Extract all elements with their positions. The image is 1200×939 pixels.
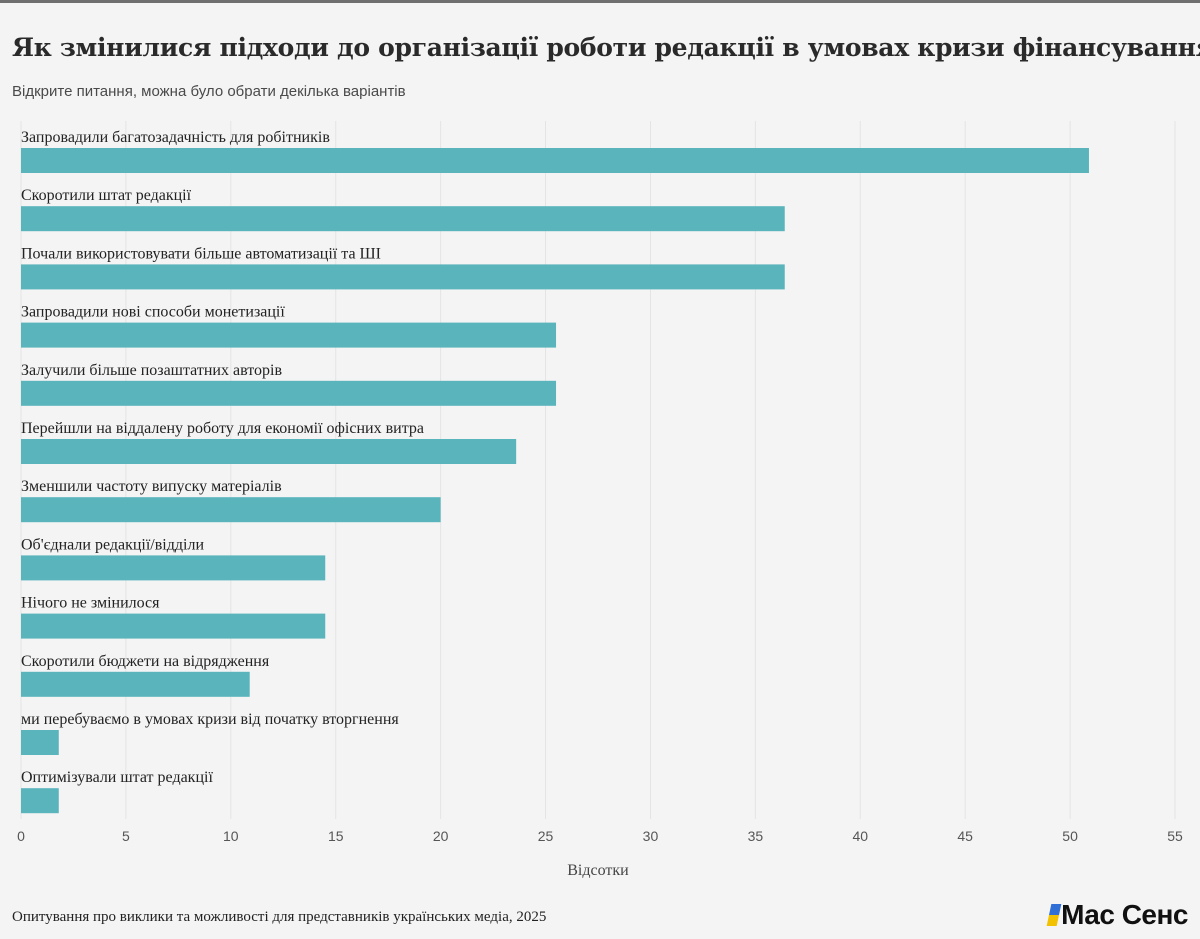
- bar: [21, 497, 441, 523]
- bar: [21, 264, 785, 290]
- bar: [21, 206, 785, 232]
- logo-text: Мас Сенс: [1061, 899, 1188, 930]
- category-label: Нічого не змінилося: [21, 595, 160, 612]
- category-label: Скоротили штат редакції: [21, 187, 192, 204]
- x-tick-label: 50: [1062, 828, 1078, 844]
- bar: [21, 555, 326, 581]
- category-label: Запровадили багатозадачність для робітни…: [21, 129, 330, 146]
- bar: [21, 439, 517, 464]
- x-tick-label: 20: [433, 828, 449, 844]
- x-tick-label: 10: [223, 828, 239, 844]
- x-tick-label: 25: [538, 828, 554, 844]
- category-label: Скоротили бюджети на відрядження: [21, 653, 270, 670]
- x-tick-label: 55: [1167, 828, 1183, 844]
- x-tick-label: 30: [643, 828, 659, 844]
- bar: [21, 322, 557, 348]
- category-label: Почали використовувати більше автоматиза…: [21, 245, 381, 262]
- category-label: Запровадили нові способи монетизації: [21, 304, 285, 321]
- brand-logo: Мас Сенс: [1046, 899, 1188, 931]
- bar: [21, 148, 1089, 173]
- bar-chart: Запровадили багатозадачність для робітни…: [17, 121, 1183, 879]
- x-tick-label: 5: [122, 828, 130, 844]
- chart-subtitle: Відкрите питання, можна було обрати декі…: [12, 83, 406, 100]
- x-axis-title: Відсотки: [567, 862, 629, 879]
- x-tick-label: 15: [328, 828, 344, 844]
- category-label: Залучили більше позаштатних авторів: [21, 362, 282, 379]
- bar: [21, 671, 250, 697]
- x-tick-label: 40: [852, 828, 868, 844]
- bar: [21, 613, 326, 639]
- category-label: Оптимізували штат редакції: [21, 769, 213, 786]
- x-tick-label: 45: [957, 828, 973, 844]
- category-label: Зменшили частоту випуску матеріалів: [21, 478, 282, 495]
- logo-mark-icon: [1046, 904, 1062, 926]
- category-label: ми перебуваємо в умовах кризи від початк…: [21, 711, 399, 728]
- source-note: Опитування про виклики та можливості для…: [12, 909, 547, 925]
- chart-title: Як змінилися підходи до організації робо…: [12, 33, 1200, 62]
- x-tick-label: 35: [748, 828, 764, 844]
- x-tick-label: 0: [17, 828, 25, 844]
- category-label: Перейшли на віддалену роботу для економі…: [21, 420, 424, 437]
- bar: [21, 730, 59, 755]
- bar: [21, 380, 557, 406]
- bar: [21, 788, 59, 814]
- category-label: Об'єднали редакції/відділи: [21, 536, 204, 553]
